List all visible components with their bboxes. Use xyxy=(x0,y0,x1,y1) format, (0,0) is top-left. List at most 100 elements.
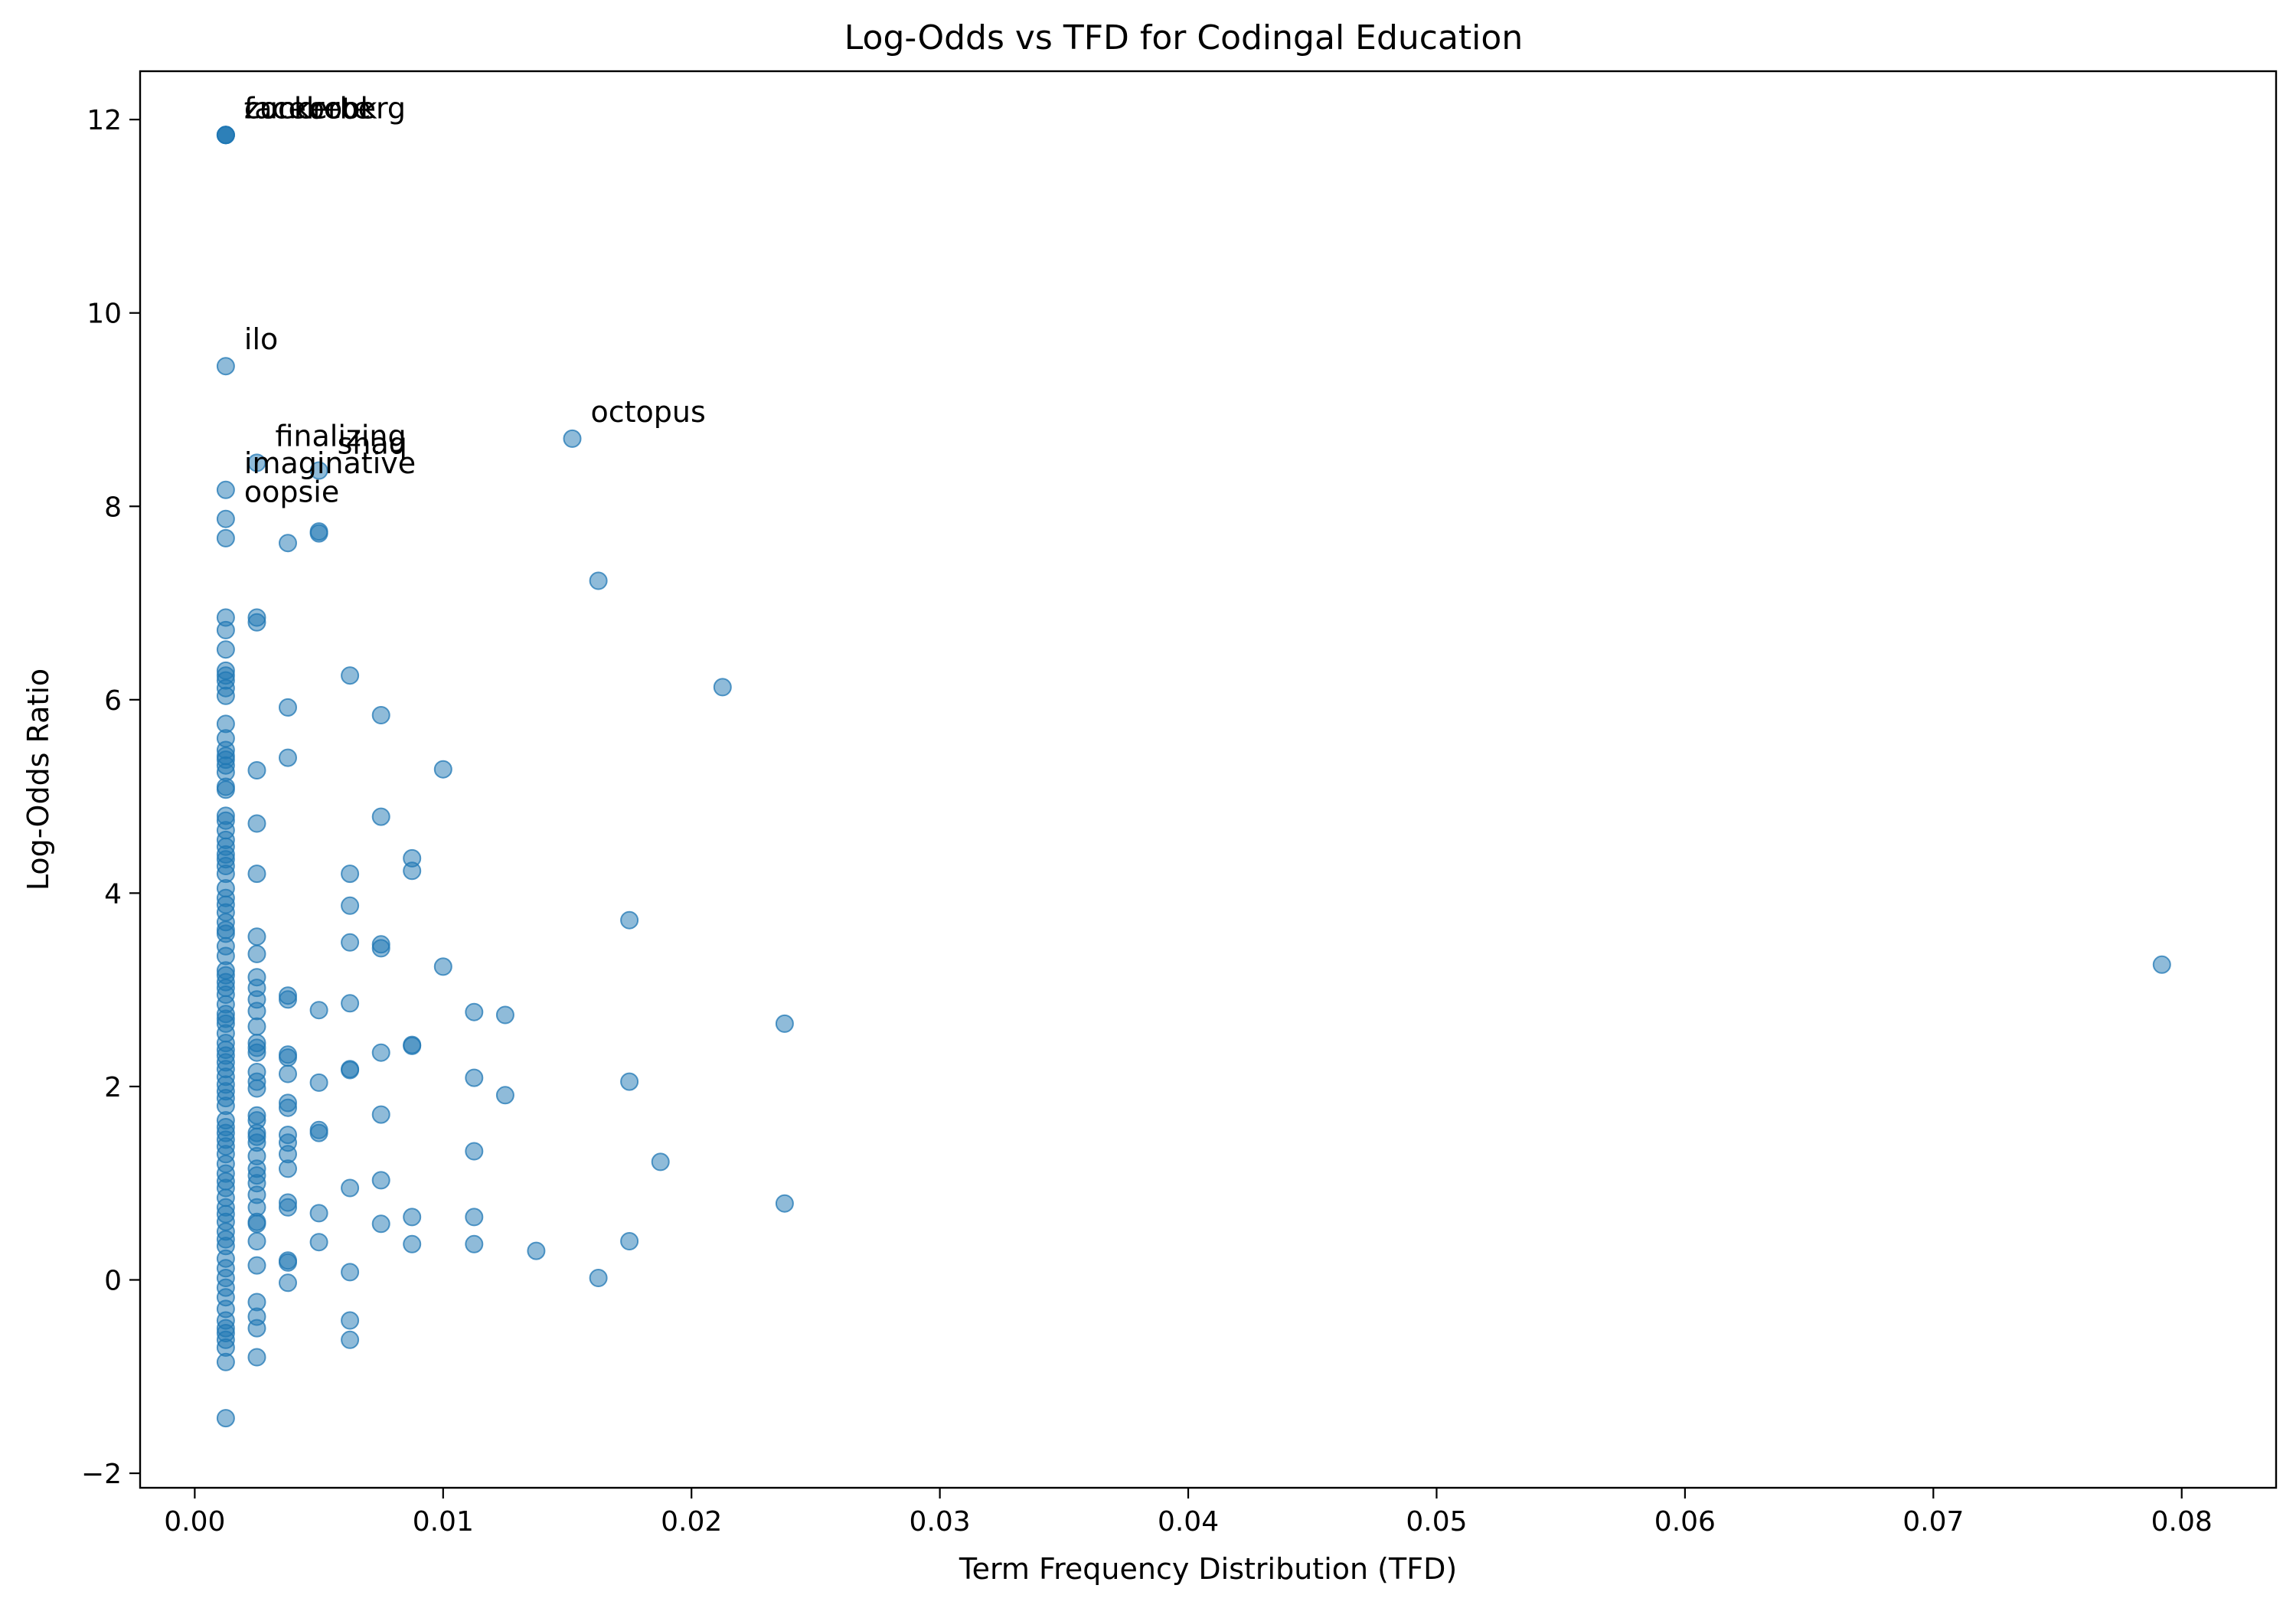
data-point xyxy=(465,1142,484,1161)
y-axis: −2 0 2 4 6 8 10 12 xyxy=(81,105,140,1490)
data-point xyxy=(527,1241,546,1260)
data-point xyxy=(216,126,235,145)
data-point xyxy=(589,1269,608,1287)
point-annotation: shaq xyxy=(338,427,407,461)
data-point xyxy=(216,1409,235,1428)
x-tick-label: 0.05 xyxy=(1406,1506,1467,1538)
data-point xyxy=(279,1198,297,1217)
y-tick-label: 4 xyxy=(104,878,122,910)
data-point xyxy=(620,1072,639,1091)
data-point xyxy=(495,1086,514,1105)
data-point xyxy=(247,1348,266,1367)
data-point xyxy=(279,990,297,1009)
data-point xyxy=(403,861,422,881)
data-point xyxy=(309,524,328,543)
data-point xyxy=(309,1233,328,1252)
x-tick-label: 0.04 xyxy=(1158,1506,1219,1538)
y-axis-label: Log-Odds Ratio xyxy=(21,668,55,891)
data-point xyxy=(309,1073,328,1092)
data-point xyxy=(620,1232,639,1250)
data-point xyxy=(279,748,297,767)
x-tick-label: 0.08 xyxy=(2151,1506,2213,1538)
data-point xyxy=(279,1253,297,1272)
point-annotation: ilo xyxy=(244,322,278,356)
data-point xyxy=(247,1256,266,1275)
data-point xyxy=(371,1105,390,1124)
data-point xyxy=(341,1330,360,1349)
data-point xyxy=(465,1068,484,1087)
y-tick-label: 6 xyxy=(104,685,122,717)
point-annotation: facebook xyxy=(244,91,377,125)
data-point xyxy=(341,1178,360,1198)
data-point xyxy=(216,620,235,639)
data-point xyxy=(216,640,235,659)
y-tick-label: 10 xyxy=(87,299,122,330)
data-point xyxy=(216,686,235,705)
data-point xyxy=(247,761,266,779)
data-point xyxy=(651,1152,670,1172)
data-point xyxy=(371,807,390,826)
data-point xyxy=(589,571,608,590)
data-point xyxy=(247,944,266,963)
data-point xyxy=(775,1014,794,1033)
data-point xyxy=(247,927,266,946)
data-point xyxy=(371,1171,390,1190)
y-tick-label: −2 xyxy=(81,1459,122,1490)
data-point xyxy=(341,864,360,884)
x-axis-label: Term Frequency Distribution (TFD) xyxy=(959,1552,1457,1586)
data-point xyxy=(247,1319,266,1338)
data-point xyxy=(713,678,732,697)
x-tick-label: 0.06 xyxy=(1654,1506,1716,1538)
data-point xyxy=(216,528,235,547)
data-point xyxy=(341,1061,360,1080)
data-point xyxy=(279,1064,297,1083)
data-point xyxy=(433,957,452,976)
data-point xyxy=(279,1273,297,1293)
x-tick-label: 0.02 xyxy=(661,1506,722,1538)
data-point xyxy=(495,1005,514,1025)
data-point xyxy=(403,1208,422,1227)
data-point xyxy=(620,910,639,930)
data-point xyxy=(216,357,235,376)
point-annotation: finalizing xyxy=(276,419,407,453)
data-point xyxy=(341,1263,360,1282)
data-point xyxy=(371,706,390,724)
data-point xyxy=(216,480,235,499)
data-point xyxy=(247,1214,266,1234)
data-point xyxy=(403,1234,422,1253)
point-annotation: zuckerberg xyxy=(244,91,406,125)
plot-frame xyxy=(139,70,2278,1489)
y-tick-label: 2 xyxy=(104,1072,122,1103)
data-point xyxy=(247,864,266,884)
data-point xyxy=(309,1204,328,1223)
data-point xyxy=(247,1232,266,1250)
data-point xyxy=(309,461,328,480)
y-tick-label: 8 xyxy=(104,492,122,523)
data-point xyxy=(371,939,390,958)
data-point xyxy=(216,509,235,528)
data-point xyxy=(216,1352,235,1371)
data-point xyxy=(563,429,582,448)
point-annotation: oopsie xyxy=(244,476,339,509)
x-tick-label: 0.07 xyxy=(1902,1506,1964,1538)
data-point xyxy=(403,1036,422,1055)
data-point xyxy=(2152,955,2171,974)
data-point xyxy=(341,994,360,1013)
x-tick-label: 0.03 xyxy=(910,1506,971,1538)
data-point xyxy=(247,1079,266,1098)
data-point xyxy=(279,534,297,553)
points-layer xyxy=(216,126,2171,1428)
data-point xyxy=(341,896,360,915)
point-annotation: imaginative xyxy=(244,446,416,480)
data-point xyxy=(279,1159,297,1178)
data-point xyxy=(216,780,235,799)
data-point xyxy=(247,613,266,632)
y-tick-label: 12 xyxy=(87,105,122,136)
chart-title: Log-Odds vs TFD for Codingal Education xyxy=(844,18,1523,57)
data-point xyxy=(775,1194,794,1213)
point-annotation: concrete xyxy=(244,91,371,125)
data-point xyxy=(247,1017,266,1036)
data-point xyxy=(433,760,452,779)
data-point xyxy=(341,933,360,952)
